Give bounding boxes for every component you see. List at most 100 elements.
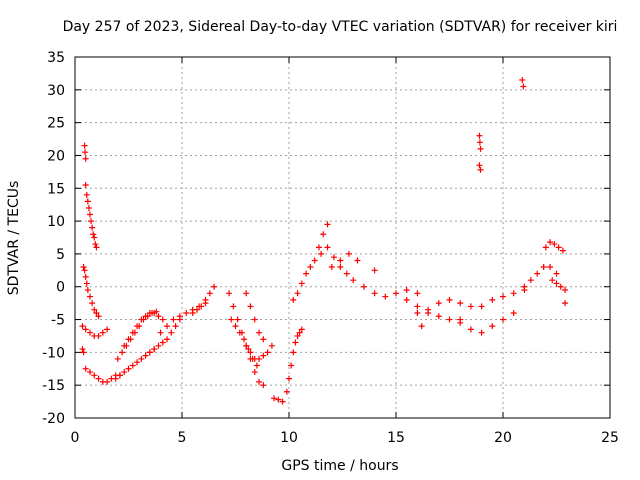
data-point bbox=[549, 277, 556, 284]
series-low-9 bbox=[271, 395, 286, 405]
data-point bbox=[86, 293, 93, 300]
y-axis-label: SDTVAR / TECUs bbox=[6, 181, 22, 296]
data-point bbox=[151, 309, 158, 316]
series-flat-16 bbox=[403, 296, 464, 323]
data-point bbox=[324, 221, 331, 228]
data-point bbox=[230, 303, 237, 310]
y-tick-label: -20 bbox=[42, 411, 65, 427]
y-tick-label: 35 bbox=[47, 50, 65, 66]
series-iso-14 bbox=[371, 267, 425, 330]
data-point bbox=[260, 382, 267, 389]
axis-ticks: 0 5 10 15 20 25 -20 -15 -10 -5 0 5 10 15 20 25 30 35 bbox=[42, 50, 619, 446]
series-flat-17 bbox=[414, 296, 474, 316]
data-point bbox=[211, 283, 218, 290]
data-point bbox=[290, 349, 297, 356]
data-point bbox=[151, 346, 158, 353]
data-point bbox=[296, 329, 303, 336]
data-point bbox=[93, 309, 100, 316]
data-point bbox=[85, 204, 92, 211]
data-point bbox=[328, 264, 335, 271]
x-axis-label: GPS time / hours bbox=[281, 458, 398, 474]
data-point bbox=[89, 224, 96, 231]
y-tick-label: 25 bbox=[47, 116, 65, 132]
data-point bbox=[414, 309, 421, 316]
data-point bbox=[324, 244, 331, 251]
data-point bbox=[253, 362, 260, 369]
data-point bbox=[256, 378, 263, 385]
series-flat-15 bbox=[360, 283, 421, 300]
data-points bbox=[79, 76, 569, 405]
data-point bbox=[155, 313, 162, 320]
data-point bbox=[92, 241, 99, 248]
y-tick-label: 20 bbox=[47, 148, 65, 164]
data-point bbox=[86, 329, 93, 336]
y-tick-label: -5 bbox=[51, 313, 65, 329]
data-point bbox=[142, 313, 149, 320]
data-point bbox=[418, 323, 425, 330]
data-point bbox=[476, 162, 483, 169]
grid-lines bbox=[75, 57, 610, 418]
data-point bbox=[476, 132, 483, 139]
data-point bbox=[477, 145, 484, 152]
data-point bbox=[95, 313, 102, 320]
data-point bbox=[315, 244, 322, 251]
data-point bbox=[320, 231, 327, 238]
data-point bbox=[555, 244, 562, 251]
data-point bbox=[256, 329, 263, 336]
series-early-decay bbox=[82, 181, 100, 251]
data-point bbox=[343, 270, 350, 277]
data-point bbox=[125, 336, 132, 343]
data-point bbox=[146, 349, 153, 356]
data-point bbox=[294, 332, 301, 339]
data-point bbox=[264, 349, 271, 356]
plot-frame bbox=[74, 56, 611, 419]
data-point bbox=[286, 375, 292, 382]
series-rise-21 bbox=[521, 264, 560, 290]
data-point bbox=[189, 309, 196, 316]
series-mid-1 bbox=[146, 316, 183, 356]
data-point bbox=[82, 149, 89, 156]
data-point bbox=[457, 319, 464, 326]
data-point bbox=[435, 313, 442, 320]
data-point bbox=[271, 395, 278, 402]
data-point bbox=[307, 264, 314, 271]
data-point bbox=[91, 234, 98, 241]
data-point bbox=[82, 181, 89, 188]
data-point bbox=[95, 332, 102, 339]
data-point bbox=[114, 355, 121, 362]
data-point bbox=[562, 300, 569, 307]
y-tick-label: 10 bbox=[47, 214, 65, 230]
data-point bbox=[86, 369, 93, 376]
data-point bbox=[84, 198, 91, 205]
series-arc-a bbox=[79, 323, 111, 339]
data-point bbox=[138, 316, 145, 323]
data-point bbox=[559, 247, 566, 254]
y-tick-label: 0 bbox=[56, 280, 65, 296]
data-point bbox=[553, 280, 560, 287]
data-point bbox=[116, 372, 123, 379]
data-point bbox=[226, 290, 233, 297]
data-point bbox=[534, 270, 541, 277]
data-point bbox=[527, 277, 534, 284]
data-point bbox=[478, 303, 485, 310]
data-point bbox=[83, 280, 90, 287]
y-tick-label: 30 bbox=[47, 83, 65, 99]
data-point bbox=[292, 339, 299, 346]
data-point bbox=[125, 365, 132, 372]
data-point bbox=[500, 293, 506, 300]
data-point bbox=[288, 362, 295, 369]
data-point bbox=[81, 267, 88, 274]
data-point bbox=[121, 342, 128, 349]
data-point bbox=[294, 290, 301, 297]
series-spike-19b bbox=[476, 162, 484, 173]
data-point bbox=[425, 306, 432, 313]
series-rise-20 bbox=[478, 287, 528, 310]
data-point bbox=[170, 316, 177, 323]
data-point bbox=[260, 336, 267, 343]
data-point bbox=[557, 283, 564, 290]
data-point bbox=[228, 316, 235, 323]
data-point bbox=[159, 316, 166, 323]
series-low-band bbox=[82, 365, 123, 385]
data-point bbox=[290, 296, 297, 303]
data-point bbox=[414, 290, 421, 297]
